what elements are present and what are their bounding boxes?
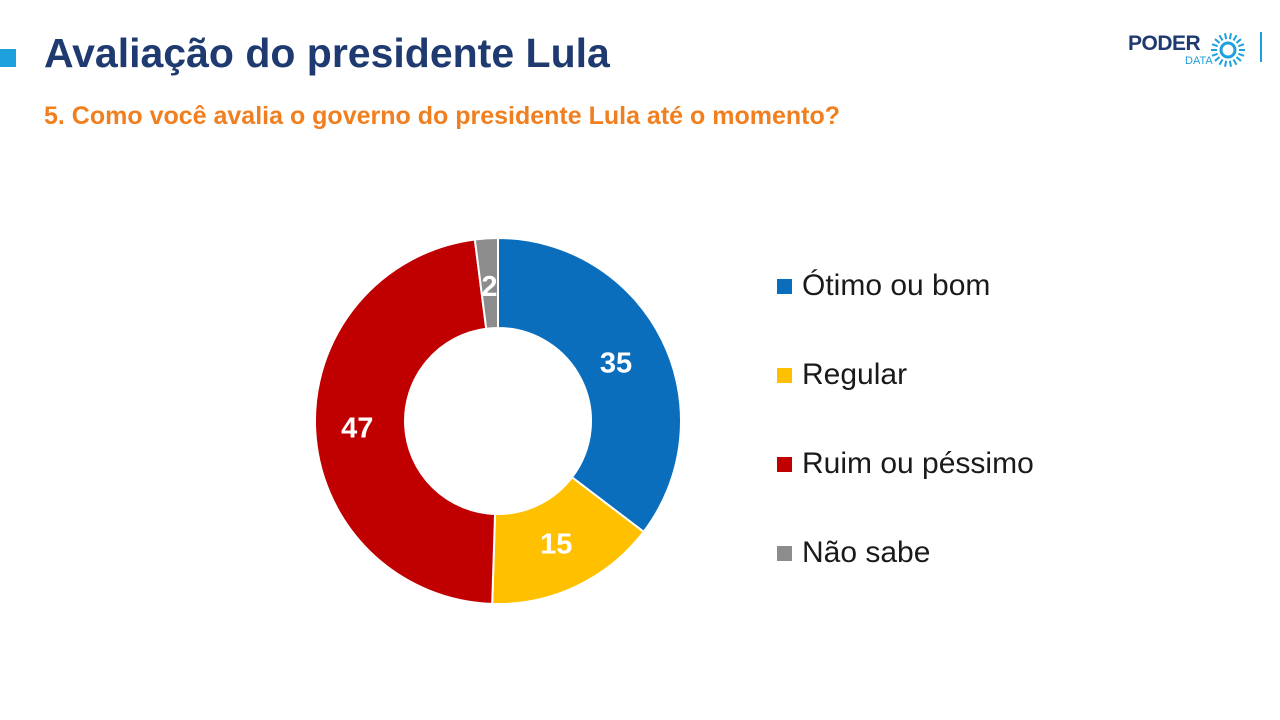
title-accent-bar — [0, 49, 16, 67]
logo-sub: DATA — [1185, 55, 1213, 67]
legend-label: Regular — [802, 358, 908, 391]
legend-label: Ótimo ou bom — [802, 269, 991, 302]
slice-value-regular: 15 — [540, 528, 572, 560]
slice-nao-sabe — [473, 236, 499, 330]
chart-legend: Ótimo ou bom Regular Ruim ou péssimo Não sa… — [777, 266, 1034, 622]
legend-label: Ruim ou péssimo — [802, 447, 1034, 480]
logo-divider — [1260, 32, 1262, 62]
legend-label: Não sabe — [802, 536, 931, 569]
legend-item-ruim-ou-pessimo: Ruim ou péssimo — [777, 444, 1034, 484]
legend-item-regular: Regular — [777, 355, 1034, 395]
legend-swatch — [777, 456, 792, 472]
slice-value-otimo-ou-bom: 35 — [600, 347, 632, 379]
legend-item-otimo-ou-bom: Ótimo ou bom — [777, 266, 1034, 306]
legend-swatch — [777, 545, 792, 561]
legend-swatch — [777, 367, 792, 383]
legend-swatch — [777, 278, 792, 294]
slice-value-ruim-ou-pessimo: 47 — [341, 413, 373, 445]
page-title: Avaliação do presidente Lula — [44, 30, 610, 76]
legend-item-nao-sabe: Não sabe — [777, 533, 1034, 573]
slice-value-nao-sabe: 2 — [481, 271, 497, 303]
slice-ruim-ou-pessimo — [314, 238, 497, 605]
slice-otimo-ou-bom — [497, 236, 682, 534]
question-subtitle: 5. Como você avalia o governo do preside… — [44, 102, 840, 130]
logo-word: PODER — [1128, 32, 1201, 55]
logo-mark-icon — [1211, 33, 1245, 67]
poderdata-logo: PODER DATA — [1128, 28, 1268, 72]
